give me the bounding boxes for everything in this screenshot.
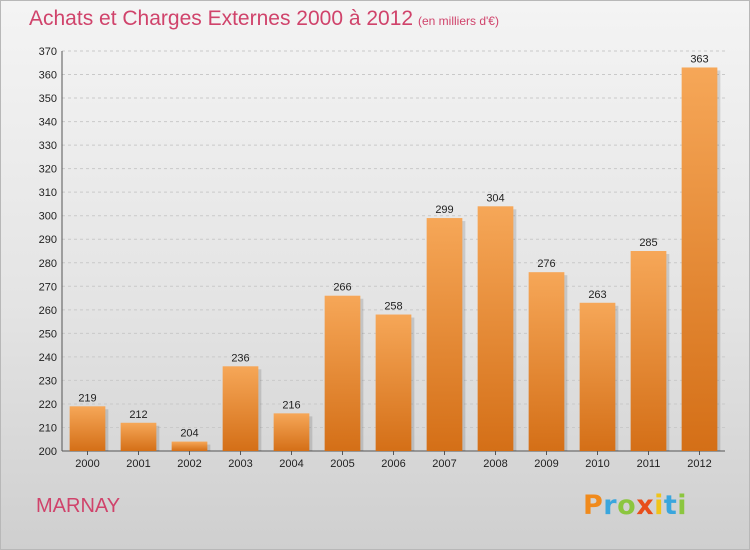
- x-tick-label: 2004: [279, 458, 303, 470]
- bar: [69, 406, 106, 451]
- bar: [120, 422, 157, 451]
- x-tick-label: 2007: [432, 458, 456, 470]
- x-tick-label: 2009: [534, 458, 558, 470]
- bar: [477, 206, 514, 451]
- place-name: MARNAY: [36, 495, 121, 517]
- x-tick-label: 2000: [75, 458, 99, 470]
- logo-letter: o: [617, 490, 637, 521]
- logo-letter: i: [654, 490, 664, 521]
- data-label: 304: [486, 192, 504, 204]
- y-tick-label: 300: [39, 211, 57, 223]
- data-label: 363: [690, 53, 708, 65]
- data-label: 236: [231, 352, 249, 364]
- bar: [171, 441, 208, 451]
- y-tick-label: 350: [39, 93, 57, 105]
- x-tick-label: 2011: [637, 458, 661, 470]
- x-tick-label: 2002: [177, 458, 201, 470]
- y-tick-label: 270: [39, 281, 57, 293]
- logo-letter: x: [636, 490, 655, 521]
- data-label: 219: [78, 392, 96, 404]
- bar: [630, 251, 667, 451]
- bar: [579, 302, 616, 451]
- y-tick-label: 230: [39, 375, 57, 387]
- y-tick-label: 290: [39, 234, 57, 246]
- logo-letter: t: [663, 490, 678, 521]
- y-tick-label: 200: [39, 446, 57, 458]
- data-label: 299: [435, 204, 453, 216]
- data-label: 266: [333, 282, 351, 294]
- chart-title: Achats et Charges Externes 2000 à 2012: [29, 7, 414, 30]
- y-tick-label: 340: [39, 117, 57, 129]
- data-label: 285: [639, 237, 657, 249]
- y-tick-label: 360: [39, 70, 57, 82]
- bar: [222, 366, 259, 451]
- x-tick-label: 2006: [381, 458, 405, 470]
- chart-subtitle: (en milliers d'€): [418, 14, 499, 28]
- bar: [681, 67, 718, 452]
- bars: 219 212 204 236 216 266 258 299 304 276 263 285 363: [69, 53, 721, 452]
- logo-letter: r: [603, 490, 618, 521]
- y-tick-label: 220: [39, 399, 57, 411]
- data-label: 258: [384, 301, 402, 313]
- y-tick-label: 280: [39, 258, 57, 270]
- proxiti-logo[interactable]: Proxiti: [583, 490, 687, 521]
- x-tick-label: 2001: [126, 458, 150, 470]
- x-tick-label: 2010: [585, 458, 609, 470]
- bar: [426, 218, 463, 451]
- y-tick-label: 240: [39, 352, 57, 364]
- data-label: 263: [588, 289, 606, 301]
- y-tick-label: 320: [39, 164, 57, 176]
- y-tick-label: 310: [39, 187, 57, 199]
- bar: [273, 413, 310, 451]
- x-tick-label: 2005: [330, 458, 354, 470]
- logo-letter: i: [677, 490, 688, 521]
- logo-letter: P: [583, 490, 604, 521]
- bar: [324, 295, 361, 451]
- x-axis: 2000 2001 2002 2003 2004 2005 2006 2007 2008 2009…: [75, 451, 712, 470]
- y-tick-label: 210: [39, 422, 57, 434]
- data-label: 276: [537, 258, 555, 270]
- x-tick-label: 2003: [228, 458, 252, 470]
- data-label: 212: [129, 409, 147, 421]
- x-tick-label: 2008: [483, 458, 507, 470]
- data-label: 204: [180, 428, 198, 440]
- x-tick-label: 2012: [687, 458, 711, 470]
- data-label: 216: [282, 399, 300, 411]
- y-tick-label: 330: [39, 140, 57, 152]
- bar: [528, 272, 565, 451]
- y-tick-label: 250: [39, 328, 57, 340]
- y-tick-label: 260: [39, 305, 57, 317]
- bar: [375, 314, 412, 451]
- y-tick-label: 370: [39, 46, 57, 58]
